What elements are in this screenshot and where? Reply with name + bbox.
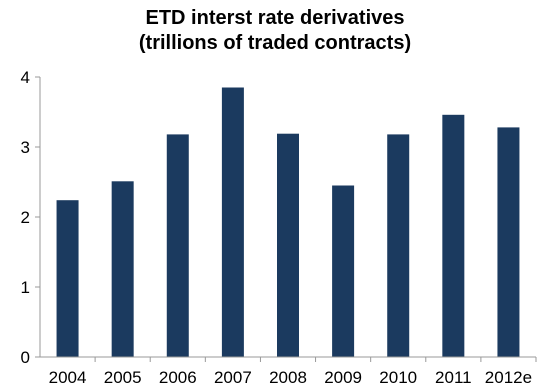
x-tick-label-2010: 2010 [379, 368, 417, 387]
x-tick-label-2004: 2004 [49, 368, 87, 387]
chart-title-line2: (trillions of traded contracts) [138, 32, 412, 54]
x-tick-label-2012e: 2012e [485, 368, 532, 387]
bar-2006 [166, 134, 189, 357]
x-tick-label-2008: 2008 [269, 368, 307, 387]
x-tick-label-2007: 2007 [214, 368, 252, 387]
bar-2011 [442, 114, 465, 357]
x-axis-ticks: 2004 2005 2006 2007 2008 2009 2010 2011 2012e [49, 357, 537, 387]
y-axis-ticks: 0 1 2 3 4 [21, 68, 40, 367]
y-tick-label: 2 [21, 208, 30, 227]
bar-2004 [56, 200, 79, 357]
bar-2010 [387, 134, 410, 357]
x-tick-label-2011: 2011 [435, 368, 472, 387]
y-tick-label: 0 [21, 348, 30, 367]
x-tick-label-2005: 2005 [104, 368, 142, 387]
bar-2008 [277, 133, 299, 357]
y-tick-label: 4 [21, 68, 30, 87]
bar-2005 [111, 181, 134, 357]
x-tick-label-2006: 2006 [159, 368, 197, 387]
bars-group [56, 87, 520, 358]
x-tick-label-2009: 2009 [324, 368, 362, 387]
chart-title-line1: ETD interst rate derivatives [145, 7, 405, 29]
chart-title: ETD interst rate derivatives (trillions … [0, 6, 550, 56]
bar-2012e [497, 127, 520, 358]
y-tick-label: 1 [21, 278, 30, 297]
y-tick-label: 3 [21, 138, 30, 157]
bar-2007 [221, 87, 244, 357]
bar-2009 [332, 185, 355, 357]
